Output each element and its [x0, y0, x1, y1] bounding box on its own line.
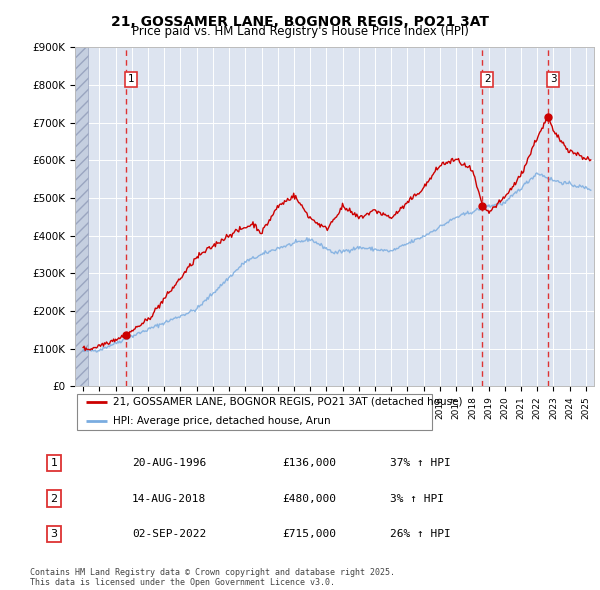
Text: Price paid vs. HM Land Registry's House Price Index (HPI): Price paid vs. HM Land Registry's House … — [131, 25, 469, 38]
Text: 21, GOSSAMER LANE, BOGNOR REGIS, PO21 3AT: 21, GOSSAMER LANE, BOGNOR REGIS, PO21 3A… — [111, 15, 489, 29]
Text: 21, GOSSAMER LANE, BOGNOR REGIS, PO21 3AT (detached house): 21, GOSSAMER LANE, BOGNOR REGIS, PO21 3A… — [113, 397, 463, 407]
Bar — [75, 47, 88, 386]
FancyBboxPatch shape — [77, 394, 433, 430]
Text: 3: 3 — [550, 74, 556, 84]
Text: 2: 2 — [484, 74, 491, 84]
Text: 02-SEP-2022: 02-SEP-2022 — [132, 529, 206, 539]
Text: £480,000: £480,000 — [282, 494, 336, 503]
Text: 37% ↑ HPI: 37% ↑ HPI — [390, 458, 451, 468]
Text: HPI: Average price, detached house, Arun: HPI: Average price, detached house, Arun — [113, 415, 331, 425]
Text: 1: 1 — [50, 458, 58, 468]
Text: £136,000: £136,000 — [282, 458, 336, 468]
Text: 2: 2 — [50, 494, 58, 503]
Text: 1: 1 — [127, 74, 134, 84]
Text: Contains HM Land Registry data © Crown copyright and database right 2025.
This d: Contains HM Land Registry data © Crown c… — [30, 568, 395, 587]
Text: 26% ↑ HPI: 26% ↑ HPI — [390, 529, 451, 539]
Text: 14-AUG-2018: 14-AUG-2018 — [132, 494, 206, 503]
Text: £715,000: £715,000 — [282, 529, 336, 539]
Text: 3% ↑ HPI: 3% ↑ HPI — [390, 494, 444, 503]
Text: 3: 3 — [50, 529, 58, 539]
Text: 20-AUG-1996: 20-AUG-1996 — [132, 458, 206, 468]
